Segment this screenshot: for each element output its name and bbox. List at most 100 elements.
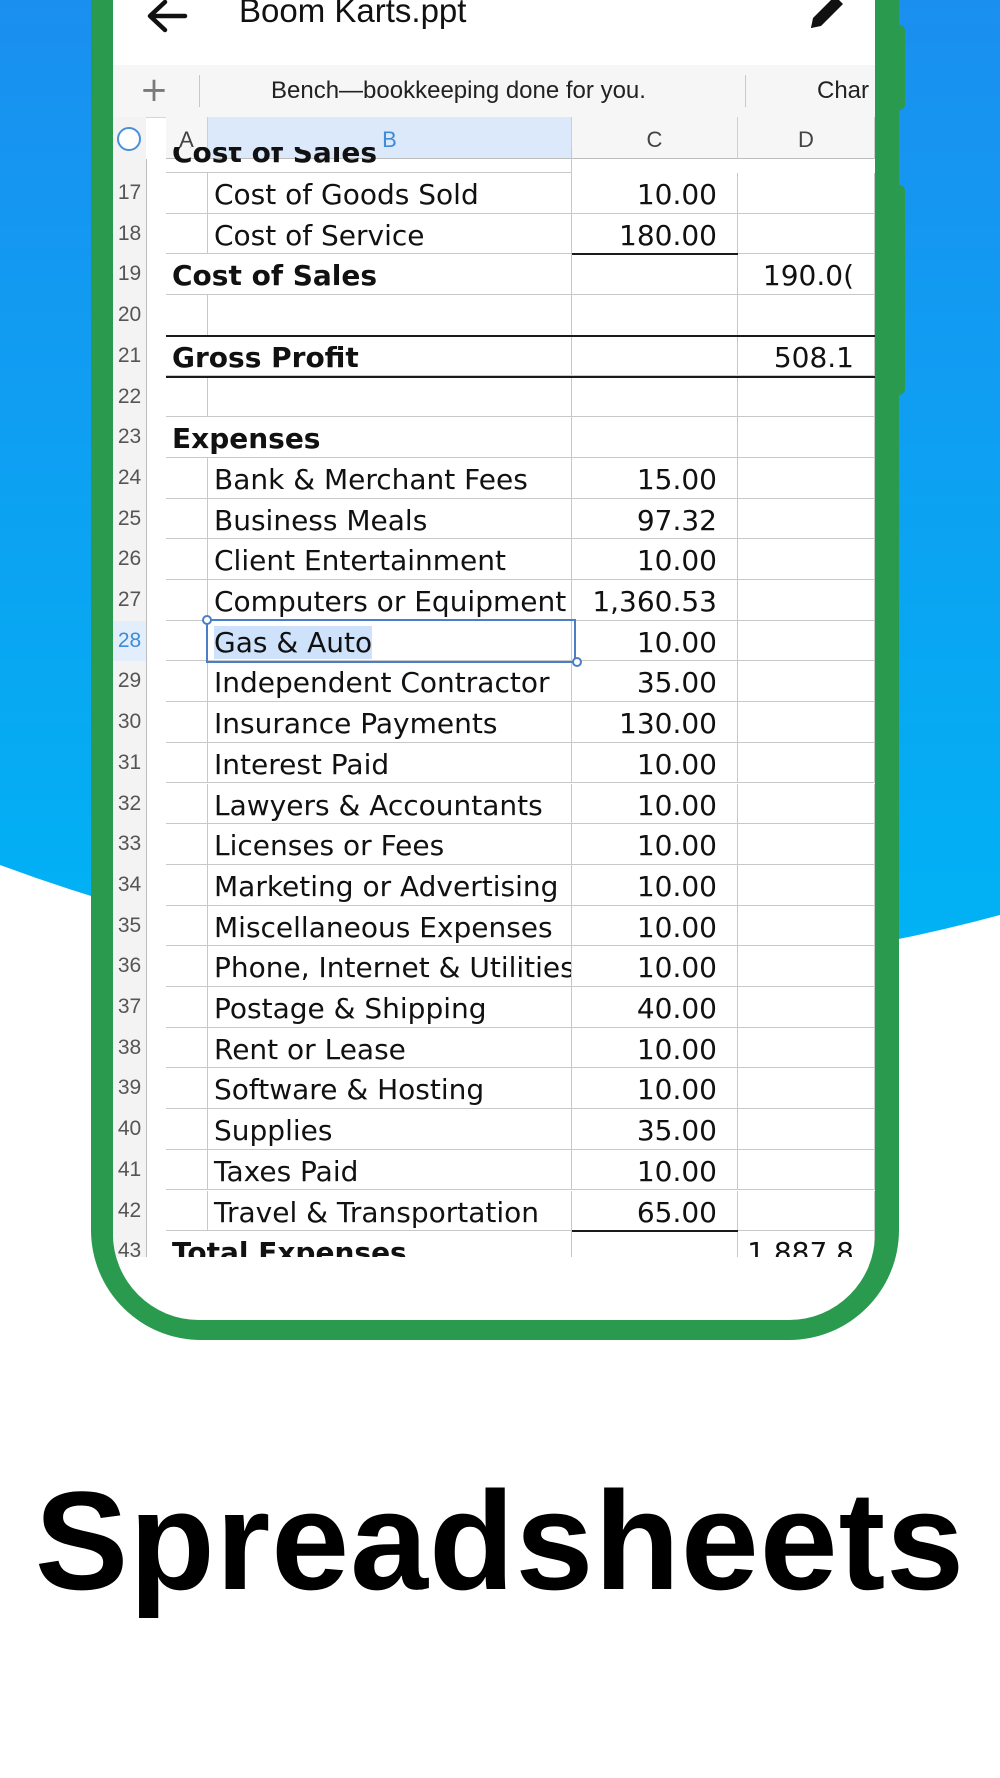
cell-d[interactable] — [738, 824, 875, 865]
cell-b[interactable]: Bank & Merchant Fees — [208, 457, 572, 499]
cell-c[interactable]: 10.00 — [572, 783, 738, 825]
cell-d[interactable] — [738, 376, 875, 418]
row-header[interactable]: 31 — [117, 750, 142, 774]
cell-d[interactable] — [738, 620, 875, 662]
cell-c[interactable] — [572, 1231, 738, 1257]
cell-b[interactable]: Client Entertainment — [208, 539, 572, 580]
cell-d[interactable] — [738, 1109, 875, 1150]
cell-b[interactable]: Independent Contractor — [208, 661, 572, 703]
cell-c[interactable]: 10.00 — [572, 1068, 738, 1110]
column-header-c[interactable]: C — [572, 117, 738, 159]
cell-selection-box[interactable] — [206, 618, 576, 664]
cell-d[interactable] — [738, 457, 875, 499]
cell-c[interactable] — [572, 417, 738, 458]
row-header[interactable]: 29 — [117, 669, 142, 693]
row-header[interactable]: 37 — [117, 995, 142, 1018]
row-header[interactable]: 42 — [117, 1198, 142, 1222]
cell-a[interactable] — [166, 864, 208, 906]
cell-b[interactable]: Marketing or Advertising — [208, 864, 572, 906]
cell-d[interactable] — [738, 539, 875, 580]
column-header-a[interactable]: A — [166, 117, 208, 159]
select-all-corner[interactable] — [113, 117, 146, 159]
arrow-left-icon[interactable] — [145, 0, 189, 34]
cell-b[interactable]: Phone, Internet & Utilities — [208, 946, 572, 987]
column-header-d[interactable]: D — [738, 117, 875, 159]
cell-c[interactable]: 10.00 — [572, 539, 738, 580]
cell-a[interactable] — [166, 498, 208, 540]
cell-d[interactable] — [738, 295, 875, 336]
cell-d[interactable] — [738, 987, 875, 1028]
cell-b[interactable]: Travel & Transportation — [208, 1190, 572, 1232]
cell-a[interactable] — [166, 824, 208, 865]
cell-b[interactable]: Cost of Service — [208, 213, 572, 255]
row-header[interactable]: 27 — [117, 588, 142, 611]
cell-a[interactable] — [166, 620, 208, 662]
cell-c[interactable]: 10.00 — [572, 620, 738, 662]
row-header[interactable]: 24 — [117, 465, 142, 489]
row-header[interactable]: 38 — [117, 1035, 142, 1059]
cell-a[interactable] — [166, 783, 208, 825]
row-header[interactable]: 26 — [117, 547, 142, 571]
cell-b[interactable] — [208, 295, 572, 336]
cell-b[interactable]: Cost of Goods Sold — [208, 173, 572, 214]
cell-a[interactable] — [166, 987, 208, 1028]
spreadsheet-grid[interactable]: A B C D Cost of Sales 17 Cost of Goods So… — [113, 117, 875, 1257]
cell-d[interactable] — [738, 173, 875, 214]
cell-c[interactable] — [572, 254, 738, 296]
add-sheet-button[interactable]: + — [139, 70, 169, 110]
cell-a[interactable] — [166, 1149, 208, 1191]
cell-a[interactable] — [166, 173, 208, 214]
cell-d[interactable]: 508.1 — [738, 335, 875, 377]
cell-a-label[interactable]: Cost of Sales — [166, 254, 572, 296]
row-header[interactable]: 43 — [117, 1239, 142, 1257]
cell-c[interactable]: 1,360.53 — [572, 580, 738, 621]
cell-a[interactable] — [166, 539, 208, 580]
cell-a[interactable] — [166, 1068, 208, 1110]
cell-b[interactable]: Licenses or Fees — [208, 824, 572, 865]
row-header[interactable]: 32 — [117, 791, 142, 815]
cell-a[interactable] — [166, 213, 208, 255]
cell-d[interactable] — [738, 783, 875, 825]
cell-b[interactable]: Insurance Payments — [208, 702, 572, 743]
cell-b[interactable]: Rent or Lease — [208, 1027, 572, 1069]
cell-d[interactable] — [738, 661, 875, 703]
row-header[interactable]: 30 — [117, 710, 142, 734]
cell-b[interactable]: Miscellaneous Expenses — [208, 905, 572, 947]
cell-d[interactable] — [738, 1190, 875, 1232]
cell-c[interactable]: 10.00 — [572, 742, 738, 784]
cell-b[interactable]: Software & Hosting — [208, 1068, 572, 1110]
row-header[interactable]: 36 — [117, 954, 142, 978]
cell-c[interactable]: 40.00 — [572, 987, 738, 1028]
cell-c[interactable]: 180.00 — [572, 213, 738, 255]
cell-d[interactable] — [738, 1068, 875, 1110]
row-header[interactable]: 40 — [117, 1117, 142, 1141]
cell-c[interactable] — [572, 376, 738, 418]
tab-char[interactable]: Char — [817, 77, 870, 104]
cell-a[interactable] — [166, 661, 208, 703]
cell-a[interactable] — [166, 702, 208, 743]
row-header[interactable]: 17 — [117, 181, 142, 204]
cell-c[interactable]: 15.00 — [572, 457, 738, 499]
cell-b[interactable]: Computers or Equipment — [208, 580, 572, 621]
cell-d[interactable] — [738, 417, 875, 458]
cell-d[interactable] — [738, 498, 875, 540]
cell-a[interactable] — [166, 295, 208, 336]
cell-c[interactable]: 10.00 — [572, 946, 738, 987]
cell-a-label[interactable]: Expenses — [166, 417, 572, 458]
cell-a[interactable] — [166, 1027, 208, 1069]
row-header[interactable]: 35 — [117, 913, 142, 937]
cell-a[interactable] — [166, 742, 208, 784]
cell-d[interactable] — [738, 905, 875, 947]
cell-a[interactable] — [166, 1190, 208, 1232]
selection-handle-top-left[interactable] — [202, 614, 212, 625]
column-header-b[interactable]: B — [208, 117, 572, 159]
pencil-icon[interactable] — [805, 0, 847, 34]
cell-c[interactable]: 130.00 — [572, 702, 738, 743]
row-header[interactable]: 34 — [117, 872, 142, 896]
row-header[interactable]: 25 — [117, 506, 142, 530]
row-header[interactable]: 33 — [117, 832, 142, 856]
cell-b[interactable]: Taxes Paid — [208, 1149, 572, 1191]
cell-c[interactable]: 10.00 — [572, 905, 738, 947]
cell-c[interactable] — [572, 335, 738, 377]
cell-c[interactable]: 10.00 — [572, 1027, 738, 1069]
